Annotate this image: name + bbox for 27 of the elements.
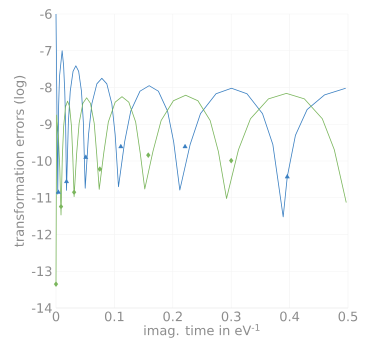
x-tick-label: 0.2 — [163, 312, 182, 322]
x-tick-label: 0.5 — [338, 312, 358, 322]
point — [98, 166, 102, 172]
point — [118, 144, 124, 148]
point — [284, 174, 290, 178]
line-series — [56, 14, 346, 218]
point — [56, 189, 61, 194]
point — [182, 144, 188, 148]
point — [54, 281, 58, 287]
y-tick-label: -11 — [32, 193, 52, 202]
x-axis-title: imag. time in eV$^{-1}$ — [144, 324, 260, 338]
y-tick-label: -8 — [40, 82, 52, 92]
x-tick-label: 0.1 — [104, 312, 124, 322]
y-tick-label: -13 — [32, 266, 52, 276]
x-tick-label: 0.4 — [280, 312, 300, 322]
y-tick-label: -14 — [32, 303, 52, 313]
y-tick-label: -12 — [32, 230, 52, 240]
y-axis-title: transformation errors (log) — [14, 76, 26, 247]
point — [83, 154, 88, 159]
point — [229, 158, 234, 164]
y-tick-label: -6 — [40, 9, 52, 19]
y-tick-label: -9 — [40, 119, 52, 130]
x-tick-label: 0.3 — [222, 312, 240, 322]
y-tick-label: -10 — [32, 156, 52, 166]
y-tick-label: -7 — [40, 46, 52, 56]
x-tick-label: 0 — [52, 312, 60, 322]
point — [146, 152, 150, 158]
